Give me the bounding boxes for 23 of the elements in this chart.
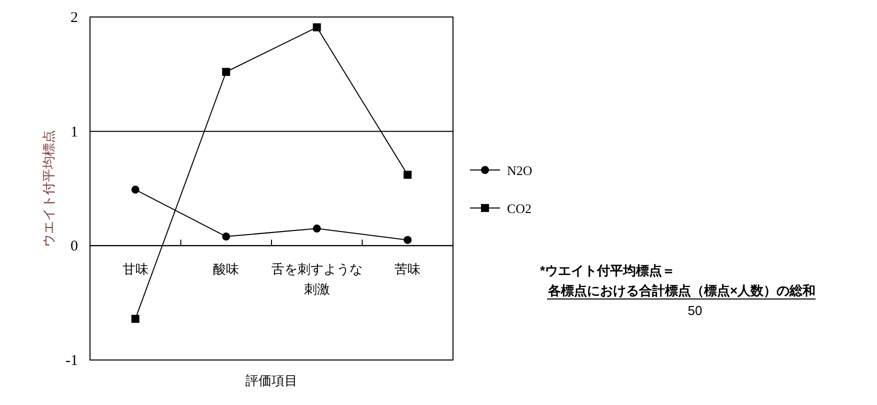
x-tick-label: 酸味	[213, 262, 240, 277]
y-tick-label: 0	[70, 238, 78, 255]
point	[222, 232, 230, 241]
text: *ウエイト付平均標点＝	[540, 263, 676, 278]
text: 50	[688, 303, 702, 318]
y-axis-title: ウエイト付平均標点	[41, 130, 56, 247]
x-tick-label: 苦味	[394, 262, 421, 277]
legend-label: N2O	[507, 163, 532, 178]
point	[312, 23, 321, 32]
point	[312, 224, 321, 233]
x-tick-label: 甘味	[122, 262, 148, 277]
point	[131, 186, 140, 194]
text: 各標点における合計標点（標点×人数）の総和	[547, 283, 816, 298]
point	[404, 170, 412, 179]
point	[222, 68, 230, 76]
x-axis-title: 評価項目	[246, 373, 298, 388]
y-tick-label: -1	[66, 353, 78, 369]
y-tick-label: 2	[70, 10, 78, 26]
y-tick-label: 1	[70, 124, 78, 140]
x-tick-label: 舌を刺すような刺激	[271, 262, 362, 297]
point	[404, 236, 412, 244]
legend-label: CO2	[507, 201, 532, 216]
point	[131, 314, 140, 323]
